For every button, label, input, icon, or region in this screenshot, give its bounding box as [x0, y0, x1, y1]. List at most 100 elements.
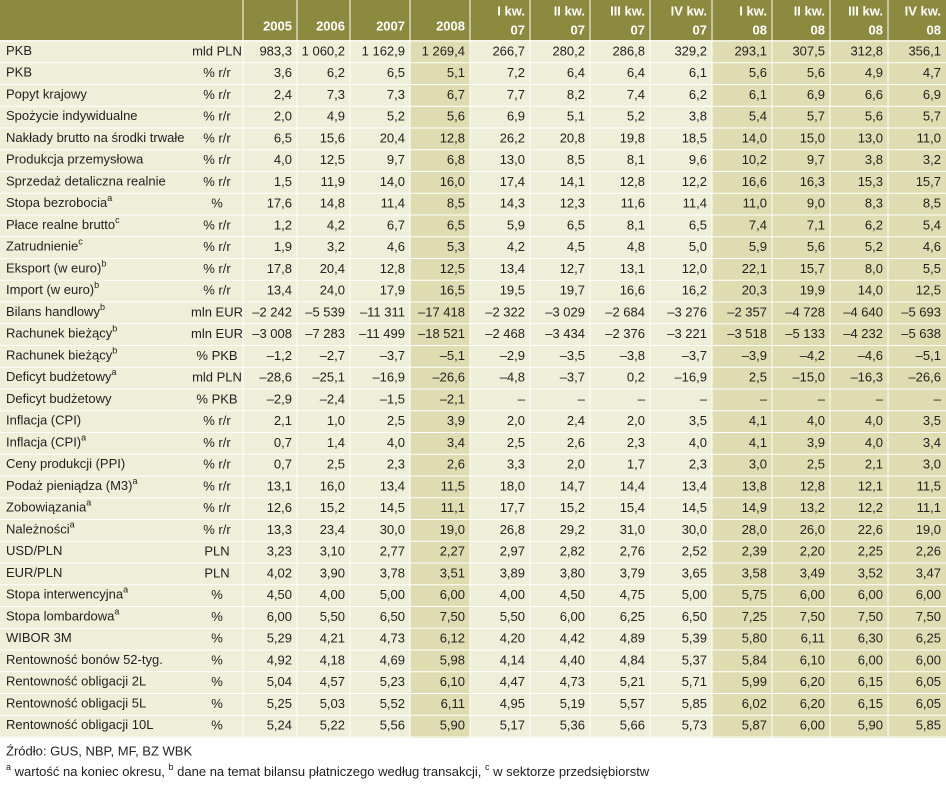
cell-value: 4,9 — [865, 65, 883, 80]
cell-value: 3,2 — [327, 239, 345, 254]
row-unit: % r/r — [203, 500, 231, 515]
cell-value: 6,5 — [567, 217, 585, 232]
cell-value: 3,47 — [916, 565, 941, 580]
cell-value: 4,2 — [327, 217, 345, 232]
cell-value: 6,2 — [689, 87, 707, 102]
cell-value: 6,1 — [749, 87, 767, 102]
cell-value: 5,50 — [500, 609, 525, 624]
cell-value: 13,4 — [500, 261, 525, 276]
cell-value: 3,58 — [742, 565, 767, 580]
cell-value: 7,3 — [327, 87, 345, 102]
row-label-note: a — [114, 607, 119, 617]
cell-value: 2,4 — [274, 87, 292, 102]
cell-value: –3 276 — [667, 304, 707, 319]
cell-value: 0,7 — [274, 457, 292, 472]
cell-value: 8,0 — [865, 261, 883, 276]
cell-value: 5,1 — [567, 109, 585, 124]
cell-value: –2 357 — [727, 304, 767, 319]
row-label-text: Rentowność obligacji 5L — [6, 696, 146, 711]
cell-value: 4,9 — [327, 109, 345, 124]
cell-value: 11,4 — [381, 196, 405, 211]
cell-value: 2,77 — [380, 544, 405, 559]
row-label: Ceny produkcji (PPI) — [6, 457, 125, 472]
cell-value: –4,6 — [858, 348, 883, 363]
cell-value: 2,0 — [507, 413, 525, 428]
cell-value: 3,90 — [320, 565, 345, 580]
cell-value: 15,4 — [620, 500, 645, 515]
column-header: II kw. — [554, 3, 585, 18]
cell-value: – — [876, 391, 884, 406]
row-label-text: Ceny produkcji (PPI) — [6, 457, 125, 472]
row-label-note: a — [123, 585, 128, 595]
cell-value: 6,15 — [858, 674, 883, 689]
cell-value: 7,1 — [807, 217, 825, 232]
cell-value: 9,7 — [387, 152, 405, 167]
cell-value: 15,0 — [800, 130, 825, 145]
row-label: Rentowność obligacji 10L — [6, 718, 153, 733]
cell-value: 307,5 — [792, 43, 825, 58]
cell-value: –11 499 — [359, 326, 405, 341]
cell-value: 3,5 — [689, 413, 707, 428]
row-label-text: Produkcja przemysłowa — [6, 152, 144, 167]
cell-value: 7,50 — [800, 609, 825, 624]
cell-value: 13,3 — [267, 522, 292, 537]
cell-value: 14,7 — [560, 478, 585, 493]
cell-value: 4,21 — [320, 631, 345, 646]
cell-value: 3,2 — [923, 152, 941, 167]
cell-value: 4,5 — [567, 239, 585, 254]
cell-value: 5,6 — [865, 109, 883, 124]
cell-value: –2 242 — [252, 304, 292, 319]
cell-value: 16,0 — [440, 174, 465, 189]
row-label: WIBOR 3M — [6, 631, 72, 646]
cell-value: 4,00 — [320, 587, 345, 602]
cell-value: 5,00 — [380, 587, 405, 602]
cell-value: 26,0 — [800, 522, 825, 537]
cell-value: 1,5 — [274, 174, 292, 189]
cell-value: 2,5 — [507, 435, 525, 450]
row-label-text: Rentowność obligacji 2L — [6, 674, 146, 689]
cell-value: 2,20 — [800, 544, 825, 559]
row-label-note: b — [112, 346, 117, 356]
cell-value: –3 008 — [252, 326, 292, 341]
row-label-note: a — [81, 433, 86, 443]
cell-value: 6,02 — [742, 696, 767, 711]
column-header: IV kw. — [671, 3, 707, 18]
row-label: Inflacja (CPI) — [6, 413, 81, 428]
cell-value: 2,5 — [749, 370, 767, 385]
cell-value: 18,5 — [682, 130, 707, 145]
row-unit: % — [211, 696, 223, 711]
cell-value: 16,2 — [682, 283, 707, 298]
cell-value: 312,8 — [850, 43, 883, 58]
column-header: 2005 — [263, 18, 292, 33]
cell-value: 5,29 — [267, 631, 292, 646]
cell-value: –5 133 — [785, 326, 825, 341]
cell-value: 6,9 — [507, 109, 525, 124]
cell-value: 24,0 — [320, 283, 345, 298]
cell-value: 11,1 — [917, 500, 941, 515]
cell-value: 31,0 — [620, 522, 645, 537]
cell-value: 4,00 — [500, 587, 525, 602]
row-label-note: a — [107, 194, 112, 204]
cell-value: 5,37 — [682, 652, 707, 667]
cell-value: –4 232 — [843, 326, 883, 341]
cell-value: 16,6 — [742, 174, 767, 189]
cell-value: 12,1 — [858, 478, 883, 493]
cell-value: 5,17 — [500, 718, 525, 733]
cell-value: 5,87 — [742, 718, 767, 733]
note-text: w sektorze przedsiębiorstw — [490, 764, 650, 779]
row-unit: % r/r — [203, 109, 231, 124]
cell-value: 19,5 — [500, 283, 525, 298]
cell-value: 5,6 — [807, 65, 825, 80]
cell-value: 4,42 — [560, 631, 585, 646]
cell-value: 5,73 — [682, 718, 707, 733]
row-unit: % r/r — [203, 217, 231, 232]
row-unit: % — [211, 674, 223, 689]
cell-value: 3,80 — [560, 565, 585, 580]
row-label: Spożycie indywidualne — [6, 109, 138, 124]
cell-value: –3,7 — [560, 370, 585, 385]
cell-value: 4,1 — [749, 413, 767, 428]
cell-value: 5,52 — [380, 696, 405, 711]
row-label-text: Popyt krajowy — [6, 87, 87, 102]
cell-value: –2 322 — [485, 304, 525, 319]
cell-value: 2,1 — [274, 413, 292, 428]
